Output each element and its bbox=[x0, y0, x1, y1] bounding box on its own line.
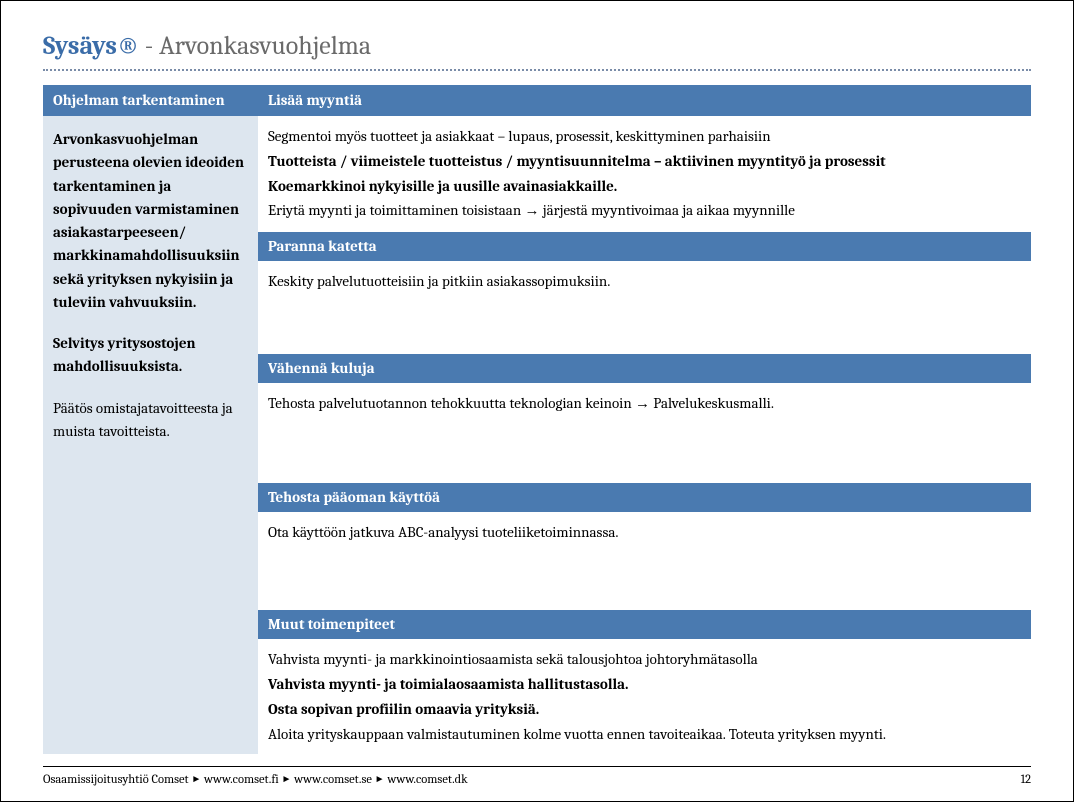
section-line: Aloita yrityskauppaan valmistautuminen k… bbox=[268, 722, 1021, 747]
section-spacer bbox=[258, 552, 1031, 610]
left-p1: Arvonkasvuohjelman perusteena olevien id… bbox=[53, 128, 248, 314]
footer-sep-icon: ► bbox=[281, 773, 291, 785]
arrow-icon: → bbox=[635, 395, 650, 412]
section-line: Tehosta palvelutuotannon tehokkuutta tek… bbox=[268, 391, 1021, 417]
section-line: Vahvista myynti- ja toimialaosaamista ha… bbox=[268, 672, 1021, 697]
content-grid: Ohjelman tarkentaminen Arvonkasvuohjelma… bbox=[43, 85, 1031, 754]
title-separator: - bbox=[139, 31, 159, 61]
footer-rule bbox=[43, 766, 1031, 767]
page-number: 12 bbox=[1021, 773, 1031, 787]
left-p3: Päätös omistajatavoitteesta ja muista ta… bbox=[53, 397, 248, 444]
section-header: Tehosta pääoman käyttöä bbox=[258, 483, 1031, 512]
section-body: Ota käyttöön jatkuva ABC-analyysi tuotel… bbox=[258, 512, 1031, 553]
section-line: Keskity palvelutuotteisiin ja pitkiin as… bbox=[268, 269, 1021, 294]
section-body: Vahvista myynti- ja markkinointiosaamist… bbox=[258, 639, 1031, 754]
section-body: Tehosta palvelutuotannon tehokkuutta tek… bbox=[258, 383, 1031, 425]
footer: Osaamissijoitusyhtiö Comset ► www.comset… bbox=[43, 766, 1031, 787]
section-line: Osta sopivan profiilin omaavia yrityksiä… bbox=[268, 697, 1021, 722]
left-column: Ohjelman tarkentaminen Arvonkasvuohjelma… bbox=[43, 85, 258, 754]
section-line: Tuotteista / viimeistele tuotteistus / m… bbox=[268, 149, 1021, 174]
footer-sep-icon: ► bbox=[375, 773, 385, 785]
footer-link: www.comset.se bbox=[294, 773, 372, 787]
section-body: Keskity palvelutuotteisiin ja pitkiin as… bbox=[258, 261, 1031, 302]
left-column-header: Ohjelman tarkentaminen bbox=[43, 85, 258, 116]
left-p2: Selvitys yritysostojen mahdollisuuksista… bbox=[53, 332, 248, 379]
section-line: Koemarkkinoi nykyisille ja uusille avain… bbox=[268, 174, 1021, 199]
right-column: Lisää myyntiä Segmentoi myös tuotteet ja … bbox=[258, 85, 1031, 754]
page-title: Sysäys® - Arvonkasvuohjelma bbox=[43, 31, 1031, 65]
title-subtitle: Arvonkasvuohjelma bbox=[159, 31, 371, 61]
section-header: Paranna katetta bbox=[258, 232, 1031, 261]
title-underline bbox=[43, 69, 1031, 71]
footer-org: Osaamissijoitusyhtiö Comset bbox=[43, 773, 189, 787]
section-line: Segmentoi myös tuotteet ja asiakkaat – l… bbox=[268, 124, 1021, 149]
footer-text: Osaamissijoitusyhtiö Comset ► www.comset… bbox=[43, 773, 468, 787]
section-line: Ota käyttöön jatkuva ABC-analyysi tuotel… bbox=[268, 520, 1021, 545]
section-body: Segmentoi myös tuotteet ja asiakkaat – l… bbox=[258, 116, 1031, 232]
section-spacer bbox=[258, 425, 1031, 483]
section-line: Eriytä myynti ja toimittaminen toisistaa… bbox=[268, 198, 1021, 224]
arrow-icon: → bbox=[525, 202, 540, 219]
left-column-body: Arvonkasvuohjelman perusteena olevien id… bbox=[43, 116, 258, 473]
section-header: Lisää myyntiä bbox=[258, 85, 1031, 116]
footer-sep-icon: ► bbox=[191, 773, 201, 785]
title-brand: Sysäys® bbox=[43, 31, 139, 61]
section-line: Vahvista myynti- ja markkinointiosaamist… bbox=[268, 647, 1021, 672]
slide-page: Sysäys® - Arvonkasvuohjelma Ohjelman tar… bbox=[0, 0, 1074, 802]
footer-link: www.comset.fi bbox=[204, 773, 279, 787]
section-spacer bbox=[258, 302, 1031, 354]
footer-link: www.comset.dk bbox=[387, 773, 467, 787]
section-header: Muut toimenpiteet bbox=[258, 610, 1031, 639]
section-header: Vähennä kuluja bbox=[258, 354, 1031, 383]
